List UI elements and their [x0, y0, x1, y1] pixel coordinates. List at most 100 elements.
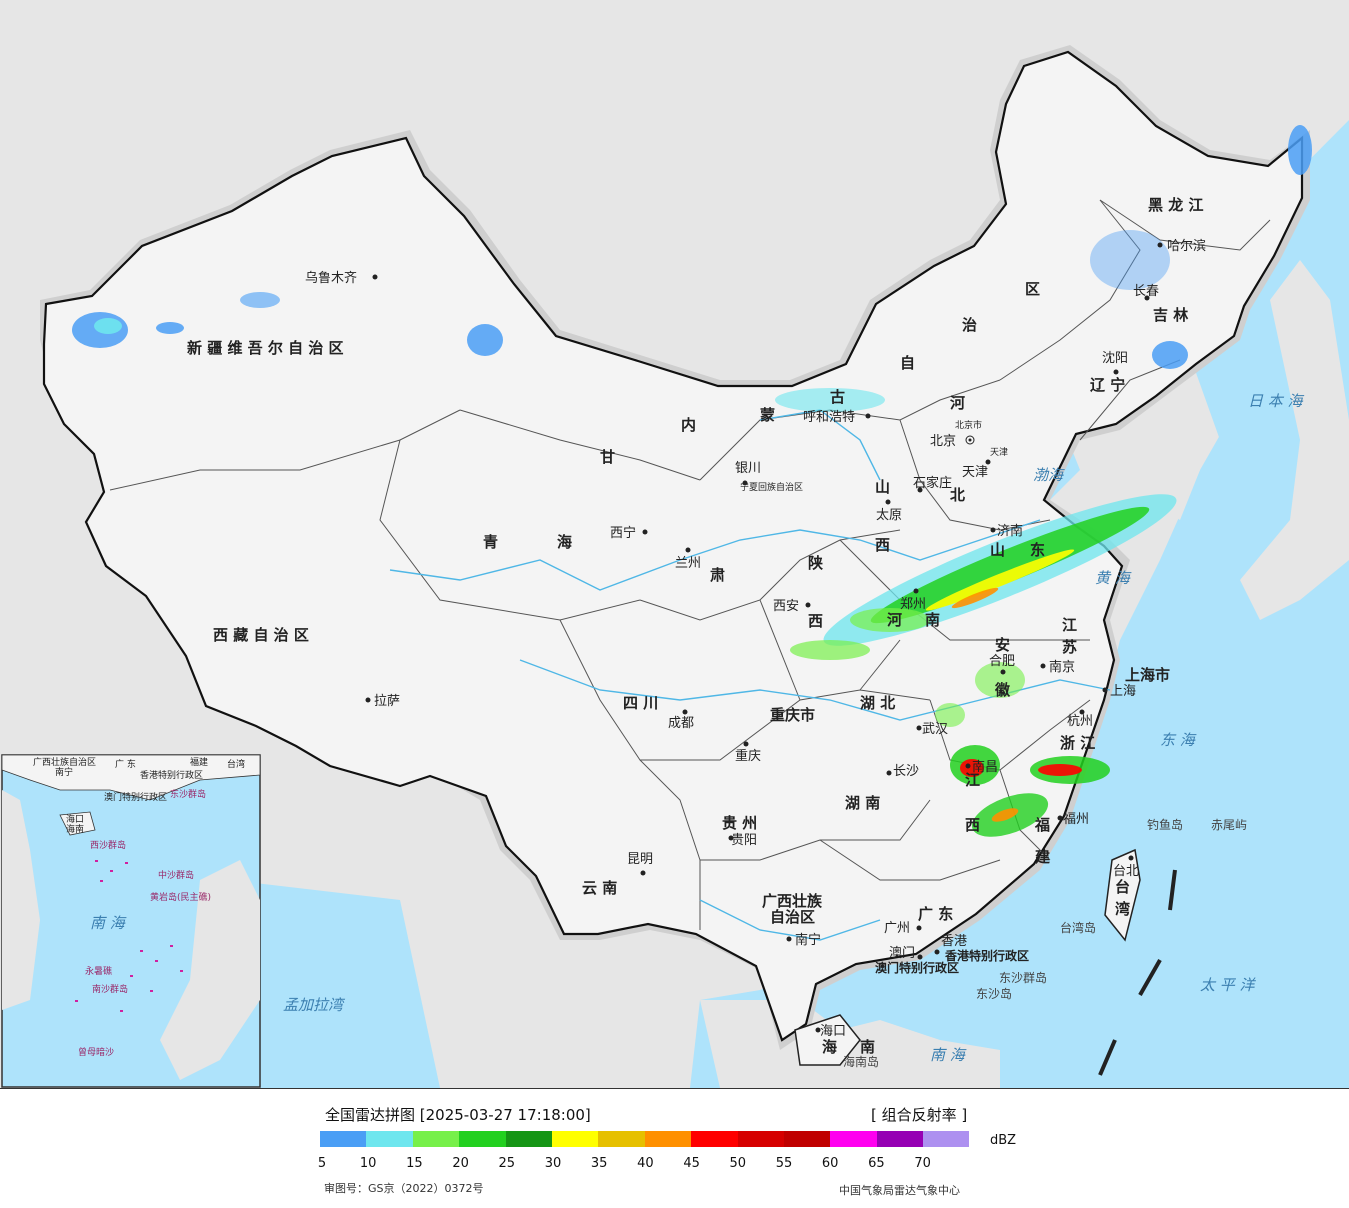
inset-label-nansha: 南沙群岛: [92, 983, 128, 995]
city-label-harbin: 哈尔滨: [1167, 238, 1206, 254]
province-label-xinjiang: 新 疆 维 吾 尔 自 治 区: [187, 339, 344, 357]
hainan-island: [794, 1014, 861, 1066]
island-label-diaoyu: 钓鱼岛: [1147, 817, 1183, 832]
inset-label-guangdong: 广 东: [115, 758, 136, 770]
radar-echoes: [72, 125, 1312, 837]
city-label-urumqi: 乌鲁木齐: [305, 270, 357, 286]
legend-tick-label: 70: [914, 1156, 931, 1171]
region-label-macau: 澳门特别行政区: [875, 960, 959, 975]
legend-color-cell: [830, 1131, 877, 1147]
city-label-lhasa: 拉萨: [374, 694, 400, 709]
legend-color-cell: [691, 1131, 738, 1147]
province-label-jiangxi-2: 西: [965, 816, 980, 834]
province-label-shanghai: 上海市: [1125, 666, 1170, 684]
city-label-chengdu: 成都: [668, 716, 694, 731]
city-label-kunming: 昆明: [627, 852, 653, 867]
city-label-nanning: 南宁: [795, 932, 821, 948]
legend-color-cell: [737, 1131, 784, 1147]
region-label-hongkong: 香港特别行政区: [944, 948, 1029, 963]
legend-tick-label: 50: [729, 1156, 747, 1171]
province-label-shandong-1: 山: [990, 541, 1005, 559]
legend-tick-label: 35: [590, 1156, 608, 1171]
echo-jilin: [1152, 341, 1188, 369]
legend-color-cell: [366, 1131, 413, 1147]
province-label-henan-1: 河: [887, 611, 902, 629]
province-label-hebei-2: 北: [950, 486, 965, 504]
review-number: 审图号：GS京（2022）0372号: [324, 1182, 484, 1195]
echo-band-mid: [870, 506, 1150, 624]
echo-shaanxi: [790, 640, 870, 660]
echo-band-core: [951, 587, 999, 609]
province-label-jilin: 吉 林: [1153, 306, 1189, 324]
city-label-changsha: 长沙: [893, 764, 919, 779]
inset-label-fujian: 福建: [190, 756, 208, 768]
sea-label-bohai: 渤海: [1033, 466, 1065, 484]
city-label-jinan: 济南: [997, 523, 1023, 539]
legend-color-cell: [783, 1131, 831, 1147]
city-label-lanzhou: 兰州: [675, 556, 701, 571]
province-label-hainan-2: 南: [860, 1038, 875, 1056]
province-label-yunnan: 云 南: [582, 879, 617, 897]
province-label-neimenggu-2: 蒙: [760, 406, 775, 424]
echo-band-inner: [925, 549, 1075, 611]
legend-color-cell: [412, 1131, 460, 1147]
province-label-jiangsu-2: 苏: [1062, 638, 1077, 656]
legend-tick-label: 25: [498, 1156, 516, 1171]
legend-tick-label: 20: [452, 1156, 469, 1171]
legend-tick-label: 5: [317, 1156, 327, 1171]
inset-label-xisha: 西沙群岛: [90, 839, 126, 851]
inset-label-huangyan: 黄岩岛(民主礁): [150, 891, 211, 903]
province-label-anhui-1: 安: [995, 636, 1010, 654]
city-label-macau: 澳门: [889, 945, 915, 961]
province-label-zhejiang: 浙 江: [1060, 734, 1095, 752]
inset-label-yongshu: 永暑礁: [85, 965, 112, 977]
island-label-chiwei: 赤尾屿: [1211, 818, 1247, 832]
korea-land: [1140, 400, 1200, 520]
china-map-svg: 渤海 黄 海 东 海 南 海 太 平 洋 日 本 海 孟加拉湾 新 疆 维 吾 …: [1, 0, 1349, 1088]
province-label-ningxia: 宁夏回族自治区: [740, 481, 803, 493]
legend-tick-label: 65: [868, 1156, 885, 1171]
province-label-xizang: 西 藏 自 治 区: [213, 626, 309, 644]
legend-color-cell: [320, 1131, 367, 1147]
city-label-yinchuan: 银川: [735, 461, 761, 476]
echo-xinjiang-west-inner: [94, 318, 122, 334]
city-label-guangzhou: 广州: [884, 921, 910, 936]
legend-tick-label: 40: [637, 1156, 654, 1171]
province-label-guangdong: 广 东: [918, 905, 953, 923]
legend-color-cell: [876, 1131, 924, 1147]
city-label-nanchang: 南昌: [972, 759, 998, 775]
city-label-hefei: 合肥: [989, 654, 1015, 669]
echo-xinjiang-east: [467, 324, 503, 356]
source-note: 中国气象局雷达气象中心: [839, 1184, 960, 1197]
province-label-neimenggu-6: 区: [1025, 280, 1040, 298]
city-label-shijiazhuang: 石家庄: [913, 475, 952, 491]
city-label-haikou: 海口: [820, 1024, 846, 1039]
island-label-dongsha-islands: 东沙群岛: [999, 970, 1047, 985]
sea-label-mengjiala: 孟加拉湾: [283, 996, 346, 1014]
province-label-taiwan-1: 台: [1115, 878, 1130, 896]
sea-label-huanghai: 黄 海: [1095, 569, 1132, 587]
city-label-beijing: 北京: [930, 434, 956, 449]
city-markers: [365, 242, 1163, 1033]
province-label-neimenggu-3: 古: [830, 388, 845, 406]
legend-color-cell: [505, 1131, 552, 1147]
inset-label-haikou: 海口: [66, 813, 84, 825]
city-label-hohhot: 呼和浩特: [803, 410, 855, 425]
province-label-neimenggu-1: 内: [681, 416, 696, 434]
echo-zhejiang-core: [1038, 764, 1082, 776]
echo-anhui: [975, 662, 1025, 698]
province-label-fujian-1: 福: [1034, 816, 1050, 834]
sea-label-taipingyang: 太 平 洋: [1200, 976, 1257, 994]
city-label-guiyang: 贵阳: [731, 833, 757, 848]
province-label-hainan-1: 海: [822, 1038, 837, 1056]
city-label-fuzhou: 福州: [1063, 812, 1089, 827]
echo-hubei: [935, 703, 965, 727]
sea-label-donghai: 东 海: [1160, 731, 1197, 749]
legend-panel: [0, 1089, 1349, 1208]
echo-xinjiang-mid: [156, 322, 184, 334]
province-label-shandong-2: 东: [1030, 541, 1045, 559]
inset-label-zhongsha: 中沙群岛: [158, 869, 194, 881]
legend-title: 全国雷达拼图 [2025-03-27 17:18:00]: [325, 1106, 591, 1124]
province-label-sichuan: 四 川: [623, 694, 658, 712]
province-label-hubei: 湖 北: [860, 694, 895, 712]
